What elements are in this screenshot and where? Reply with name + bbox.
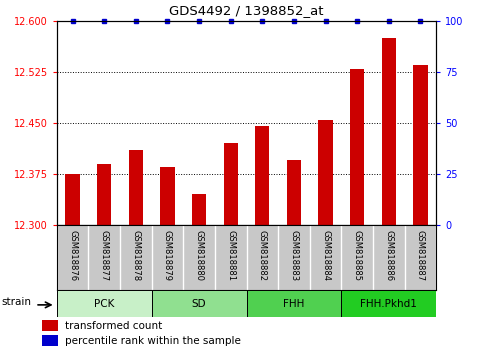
Text: transformed count: transformed count (65, 321, 162, 331)
Text: GSM818885: GSM818885 (352, 230, 362, 281)
Bar (42, 320, 58, 331)
Bar (287, 160, 301, 225)
Text: GSM818887: GSM818887 (416, 230, 425, 281)
Bar (66, 174, 80, 225)
Text: GSM818876: GSM818876 (68, 230, 77, 281)
Bar (246, 290, 341, 317)
Bar (192, 194, 206, 225)
Text: FHH: FHH (283, 298, 305, 309)
Bar (160, 167, 175, 225)
Text: strain: strain (1, 297, 31, 307)
Text: percentile rank within the sample: percentile rank within the sample (65, 336, 241, 346)
Text: FHH.Pkhd1: FHH.Pkhd1 (360, 298, 417, 309)
Text: GSM818879: GSM818879 (163, 230, 172, 281)
Text: GSM818878: GSM818878 (131, 230, 141, 281)
Bar (255, 126, 270, 225)
Bar (97, 164, 111, 225)
Text: PCK: PCK (94, 298, 114, 309)
Text: SD: SD (192, 298, 207, 309)
Text: GSM818880: GSM818880 (195, 230, 204, 281)
Bar (152, 290, 246, 317)
Text: GSM818881: GSM818881 (226, 230, 235, 281)
Text: GSM818886: GSM818886 (385, 230, 393, 281)
Bar (413, 65, 427, 225)
Bar (382, 38, 396, 225)
Bar (129, 150, 143, 225)
Text: GSM818884: GSM818884 (321, 230, 330, 281)
Text: GSM818877: GSM818877 (100, 230, 108, 281)
Text: GSM818883: GSM818883 (289, 230, 298, 281)
Text: GSM818882: GSM818882 (258, 230, 267, 281)
Bar (57, 290, 152, 317)
Bar (341, 290, 436, 317)
Bar (318, 120, 333, 225)
Bar (350, 69, 364, 225)
Bar (223, 143, 238, 225)
Title: GDS4492 / 1398852_at: GDS4492 / 1398852_at (169, 4, 324, 17)
Bar (42, 335, 58, 346)
